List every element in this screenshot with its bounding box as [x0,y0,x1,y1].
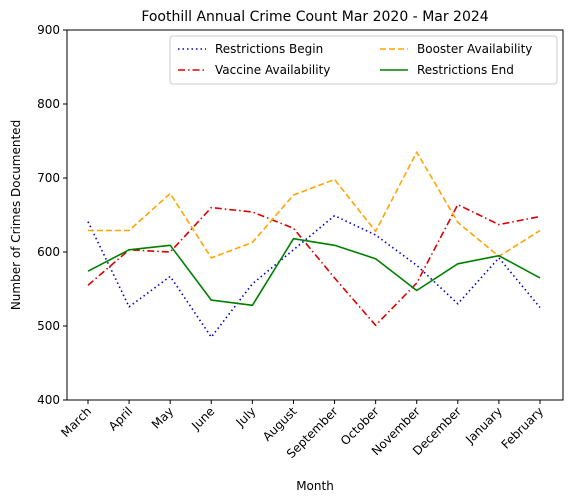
y-tick-label: 800 [37,97,60,111]
legend-box [169,35,558,85]
x-tick-label: May [149,404,176,431]
legend-label: Restrictions Begin [215,42,323,56]
y-tick-label: 900 [37,23,60,37]
legend: Restrictions Begin Vaccine Availability Bo… [169,35,558,85]
legend-label: Vaccine Availability [215,63,330,77]
plot-area [66,29,564,401]
y-tick-label: 400 [37,393,60,407]
x-tick-label: April [106,404,135,433]
y-tick-label: 500 [37,319,60,333]
series-line-restrictions-end [87,237,541,307]
x-axis-title: Month [296,479,334,493]
x-tick-label: August [260,404,300,444]
x-tick-label: February [499,404,547,452]
x-tick-label: July [233,404,259,430]
series-line-vaccine-availability [87,203,541,327]
legend-label: Restrictions End [417,63,514,77]
y-axis-title: Number of Crimes Documented [9,120,23,310]
y-axis: 400 500 600 700 800 900 [37,23,67,407]
series-layer [87,151,541,338]
x-tick-label: March [58,404,94,440]
legend-label: Booster Availability [417,42,532,56]
x-axis: March April May June July AugustSeptemberOcto… [58,400,546,461]
y-tick-label: 700 [37,171,60,185]
chart-title: Foothill Annual Crime Count Mar 2020 - M… [141,9,488,25]
y-tick-label: 600 [37,245,60,259]
series-line-booster-availability [88,151,541,259]
x-tick-label: June [188,404,217,433]
